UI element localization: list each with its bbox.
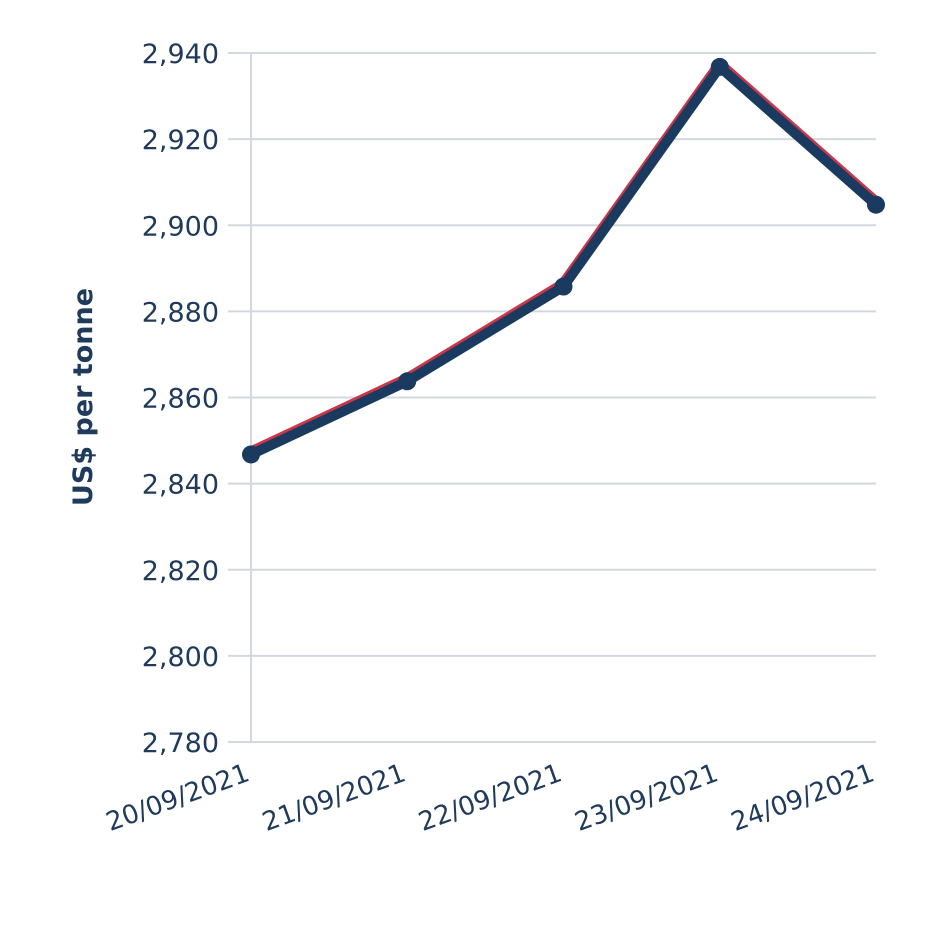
x-tick-label: 22/09/2021 bbox=[415, 758, 566, 837]
series-group bbox=[242, 57, 885, 464]
y-tick-label: 2,820 bbox=[142, 556, 219, 587]
data-point bbox=[398, 372, 417, 391]
y-tick-label: 2,780 bbox=[142, 728, 219, 759]
y-tick-label: 2,860 bbox=[142, 384, 219, 415]
y-tick-label: 2,840 bbox=[142, 470, 219, 501]
data-point bbox=[867, 195, 885, 214]
data-point bbox=[242, 445, 260, 464]
y-tick-label: 2,900 bbox=[142, 211, 219, 242]
x-tick-label: 21/09/2021 bbox=[259, 758, 410, 837]
x-tick-label: 24/09/2021 bbox=[727, 758, 878, 837]
y-axis-ticks: 2,780 2,800 2,820 2,840 2,860 2,880 2,900 2,920… bbox=[142, 39, 219, 759]
grid-lines bbox=[228, 52, 876, 743]
series-line bbox=[246, 61, 881, 460]
y-tick-label: 2,800 bbox=[142, 642, 219, 673]
y-tick-label: 2,940 bbox=[142, 39, 219, 70]
y-axis-title: US$ per tonne bbox=[68, 288, 99, 506]
x-tick-label: 23/09/2021 bbox=[571, 758, 722, 837]
y-tick-label: 2,880 bbox=[142, 297, 219, 328]
x-tick-label: 20/09/2021 bbox=[102, 758, 253, 837]
data-point bbox=[554, 277, 573, 296]
y-tick-label: 2,920 bbox=[142, 125, 219, 156]
x-axis-ticks: 20/09/2021 21/09/2021 22/09/2021 23/09/2021… bbox=[102, 758, 878, 837]
data-point bbox=[710, 57, 729, 76]
